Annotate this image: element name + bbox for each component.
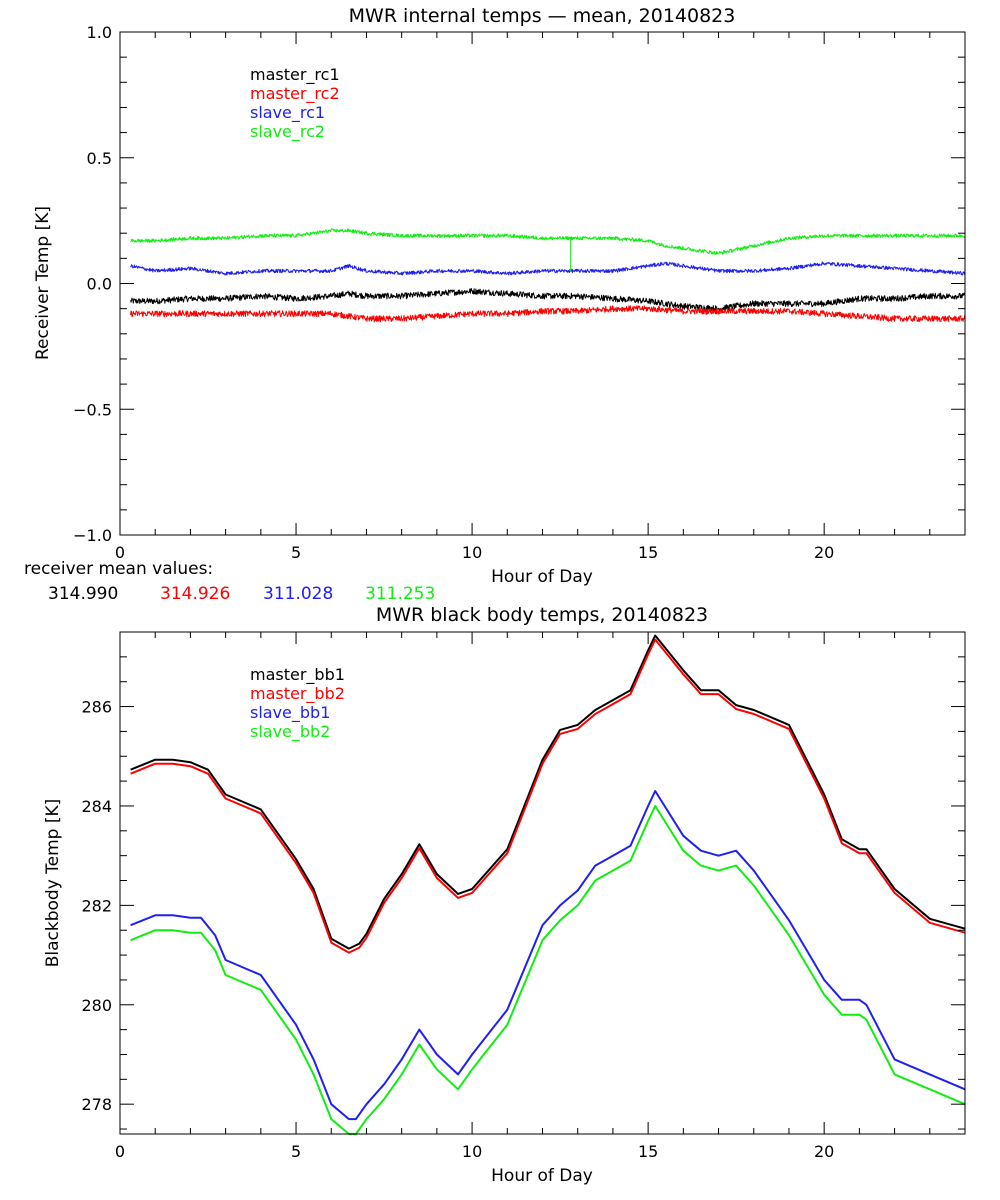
series-line-slave-rc1 <box>130 261 966 276</box>
receiver-temp-chart: MWR internal temps — mean, 20140823 0 5 10… <box>24 5 966 604</box>
legend-entry: master_bb2 <box>250 684 345 704</box>
mean-values: 314.990 314.926 311.028 311.253 <box>48 584 435 604</box>
x-tick-label: 0 <box>115 543 125 562</box>
y-tick-label: −0.5 <box>73 400 112 419</box>
x-tick-label: 20 <box>814 543 834 562</box>
mean-value: 314.990 <box>48 584 118 604</box>
x-tick-label: 15 <box>638 1142 658 1161</box>
series-line-master-rc1 <box>130 288 966 312</box>
legend-entry: master_rc1 <box>250 65 340 85</box>
y-tick-label: 284 <box>81 797 112 816</box>
series-line-slave-bb1 <box>130 790 966 1121</box>
y-tick-label: 0.0 <box>87 275 112 294</box>
series-line-master-bb1 <box>130 634 966 950</box>
x-tick-label: 20 <box>814 1142 834 1161</box>
y-tick-label: 280 <box>81 996 112 1015</box>
mean-value: 314.926 <box>160 584 230 604</box>
axis-ticks: 0 5 10 15 20 −1.0 −0.5 0.0 0.5 1.0 <box>73 23 966 562</box>
y-tick-label: 1.0 <box>87 23 112 42</box>
legend-entry: master_rc2 <box>250 84 340 104</box>
plot-frame <box>119 31 966 536</box>
series-line-slave-bb2 <box>130 805 966 1135</box>
y-tick-label: 282 <box>81 896 112 915</box>
chart-title: MWR internal temps — mean, 20140823 <box>349 5 736 27</box>
axis-ticks: 0 5 10 15 20 278 280 282 284 286 <box>81 631 966 1161</box>
series-lines <box>130 228 966 323</box>
x-axis-label: Hour of Day <box>491 1166 593 1186</box>
legend-entry: slave_bb2 <box>250 722 330 742</box>
x-tick-label: 10 <box>462 1142 482 1161</box>
y-tick-label: −1.0 <box>73 526 112 545</box>
y-tick-label: 278 <box>81 1095 112 1114</box>
blackbody-temp-chart: MWR black body temps, 20140823 0 5 10 15 20 2… <box>43 604 966 1186</box>
x-tick-label: 15 <box>638 543 658 562</box>
x-axis-label: Hour of Day <box>491 567 593 587</box>
mean-value: 311.028 <box>263 584 333 604</box>
legend-entry: master_bb1 <box>250 665 345 685</box>
x-tick-label: 0 <box>115 1142 125 1161</box>
series-line-slave-rc2 <box>130 228 966 255</box>
mean-values-label: receiver mean values: <box>24 559 213 579</box>
mean-value: 311.253 <box>365 584 435 604</box>
legend-entry: slave_rc1 <box>250 103 325 123</box>
series-lines <box>130 634 966 1135</box>
legend-entry: slave_bb1 <box>250 703 330 723</box>
chart-title: MWR black body temps, 20140823 <box>376 604 708 626</box>
y-tick-label: 286 <box>81 698 112 717</box>
legend-entry: slave_rc2 <box>250 122 325 142</box>
y-axis-label: Blackbody Temp [K] <box>43 799 63 968</box>
series-line-master-bb2 <box>130 638 966 954</box>
y-tick-label: 0.5 <box>87 149 112 168</box>
series-line-master-rc2 <box>130 305 966 323</box>
x-tick-label: 5 <box>291 1142 301 1161</box>
y-axis-label: Receiver Temp [K] <box>33 206 53 360</box>
x-tick-label: 10 <box>462 543 482 562</box>
plot-frame <box>119 631 966 1135</box>
x-tick-label: 5 <box>291 543 301 562</box>
